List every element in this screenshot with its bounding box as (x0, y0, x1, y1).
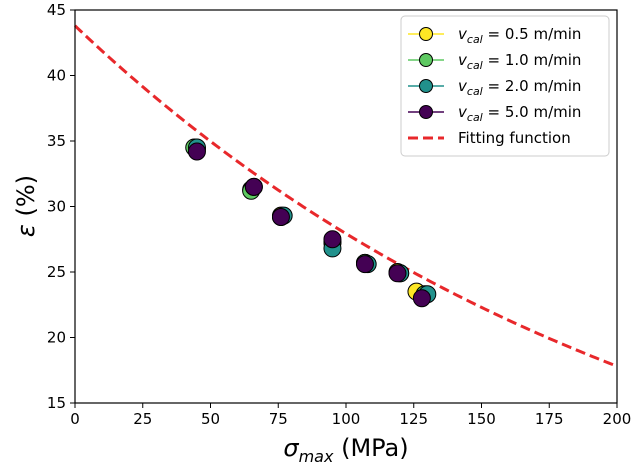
fit-curve (73, 24, 618, 368)
legend-box (400, 15, 610, 157)
legend-label: Fitting function (458, 129, 571, 147)
y-tick-label: 40 (47, 67, 66, 85)
legend-marker (419, 79, 433, 93)
scatter-point (323, 230, 342, 249)
legend-label: vcal = 5.0 m/min (458, 103, 581, 124)
y-tick-label: 25 (47, 263, 66, 281)
y-axis-label: ε (%) (12, 175, 40, 237)
scatter-point (271, 207, 290, 226)
scatter-point (412, 289, 431, 308)
scatter-point (355, 255, 374, 274)
scatter-point (388, 264, 407, 283)
scatter-point (244, 177, 263, 196)
legend-label: vcal = 2.0 m/min (458, 77, 581, 98)
x-tick-label: 75 (269, 410, 288, 428)
x-tick-label: 0 (70, 410, 80, 428)
x-tick-label: 150 (467, 410, 496, 428)
x-tick-label: 100 (332, 410, 361, 428)
legend-marker (419, 27, 433, 41)
y-tick-label: 15 (47, 394, 66, 412)
y-tick-label: 20 (47, 329, 66, 347)
x-axis: 0 25 50 75 100 125 150 175 200 (70, 403, 631, 428)
x-tick-label: 125 (399, 410, 428, 428)
x-tick-label: 175 (535, 410, 564, 428)
x-tick-label: 25 (133, 410, 152, 428)
x-tick-label: 200 (603, 410, 632, 428)
y-tick-label: 35 (47, 132, 66, 150)
x-tick-label: 50 (201, 410, 220, 428)
legend-label: vcal = 0.5 m/min (458, 25, 581, 46)
legend-label: vcal = 1.0 m/min (458, 51, 581, 72)
legend-marker (419, 53, 433, 67)
y-tick-label: 30 (47, 198, 66, 216)
y-axis: 15 20 25 30 35 40 45 (47, 1, 75, 412)
legend: vcal = 0.5 m/min vcal = 1.0 m/min vcal = 2… (400, 15, 610, 157)
fit-curve-layer (73, 24, 618, 368)
y-tick-label: 45 (47, 1, 66, 19)
scatter-points-layer (185, 138, 437, 308)
x-axis-label: σmax (MPa) (283, 434, 408, 466)
legend-marker (419, 105, 433, 119)
scatter-point (187, 142, 206, 161)
